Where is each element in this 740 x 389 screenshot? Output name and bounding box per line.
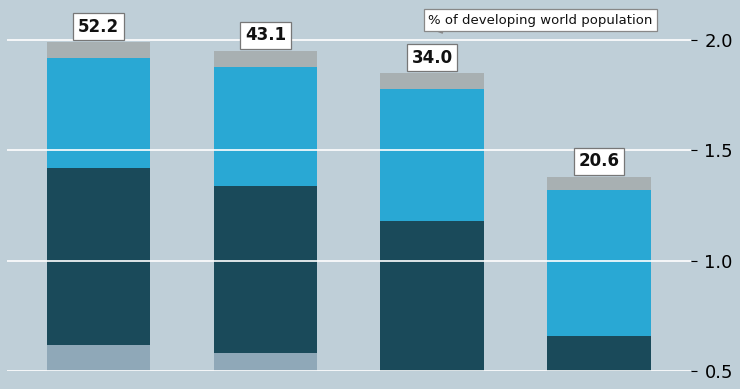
Bar	[214, 186, 317, 353]
Bar	[380, 73, 484, 89]
Bar	[214, 67, 317, 186]
Bar	[47, 345, 150, 389]
Text: 43.1: 43.1	[245, 26, 286, 44]
Bar	[547, 190, 650, 336]
Bar	[547, 336, 650, 389]
Text: 34.0: 34.0	[411, 49, 453, 67]
Bar	[214, 353, 317, 389]
Bar	[380, 89, 484, 221]
Bar	[47, 58, 150, 168]
Bar	[47, 168, 150, 345]
Text: 20.6: 20.6	[579, 152, 619, 170]
Bar	[214, 51, 317, 67]
Bar	[380, 375, 484, 389]
Bar	[47, 42, 150, 58]
Bar	[380, 221, 484, 375]
Text: 52.2: 52.2	[78, 18, 119, 36]
Text: % of developing world population: % of developing world population	[428, 14, 653, 33]
Bar	[547, 177, 650, 190]
